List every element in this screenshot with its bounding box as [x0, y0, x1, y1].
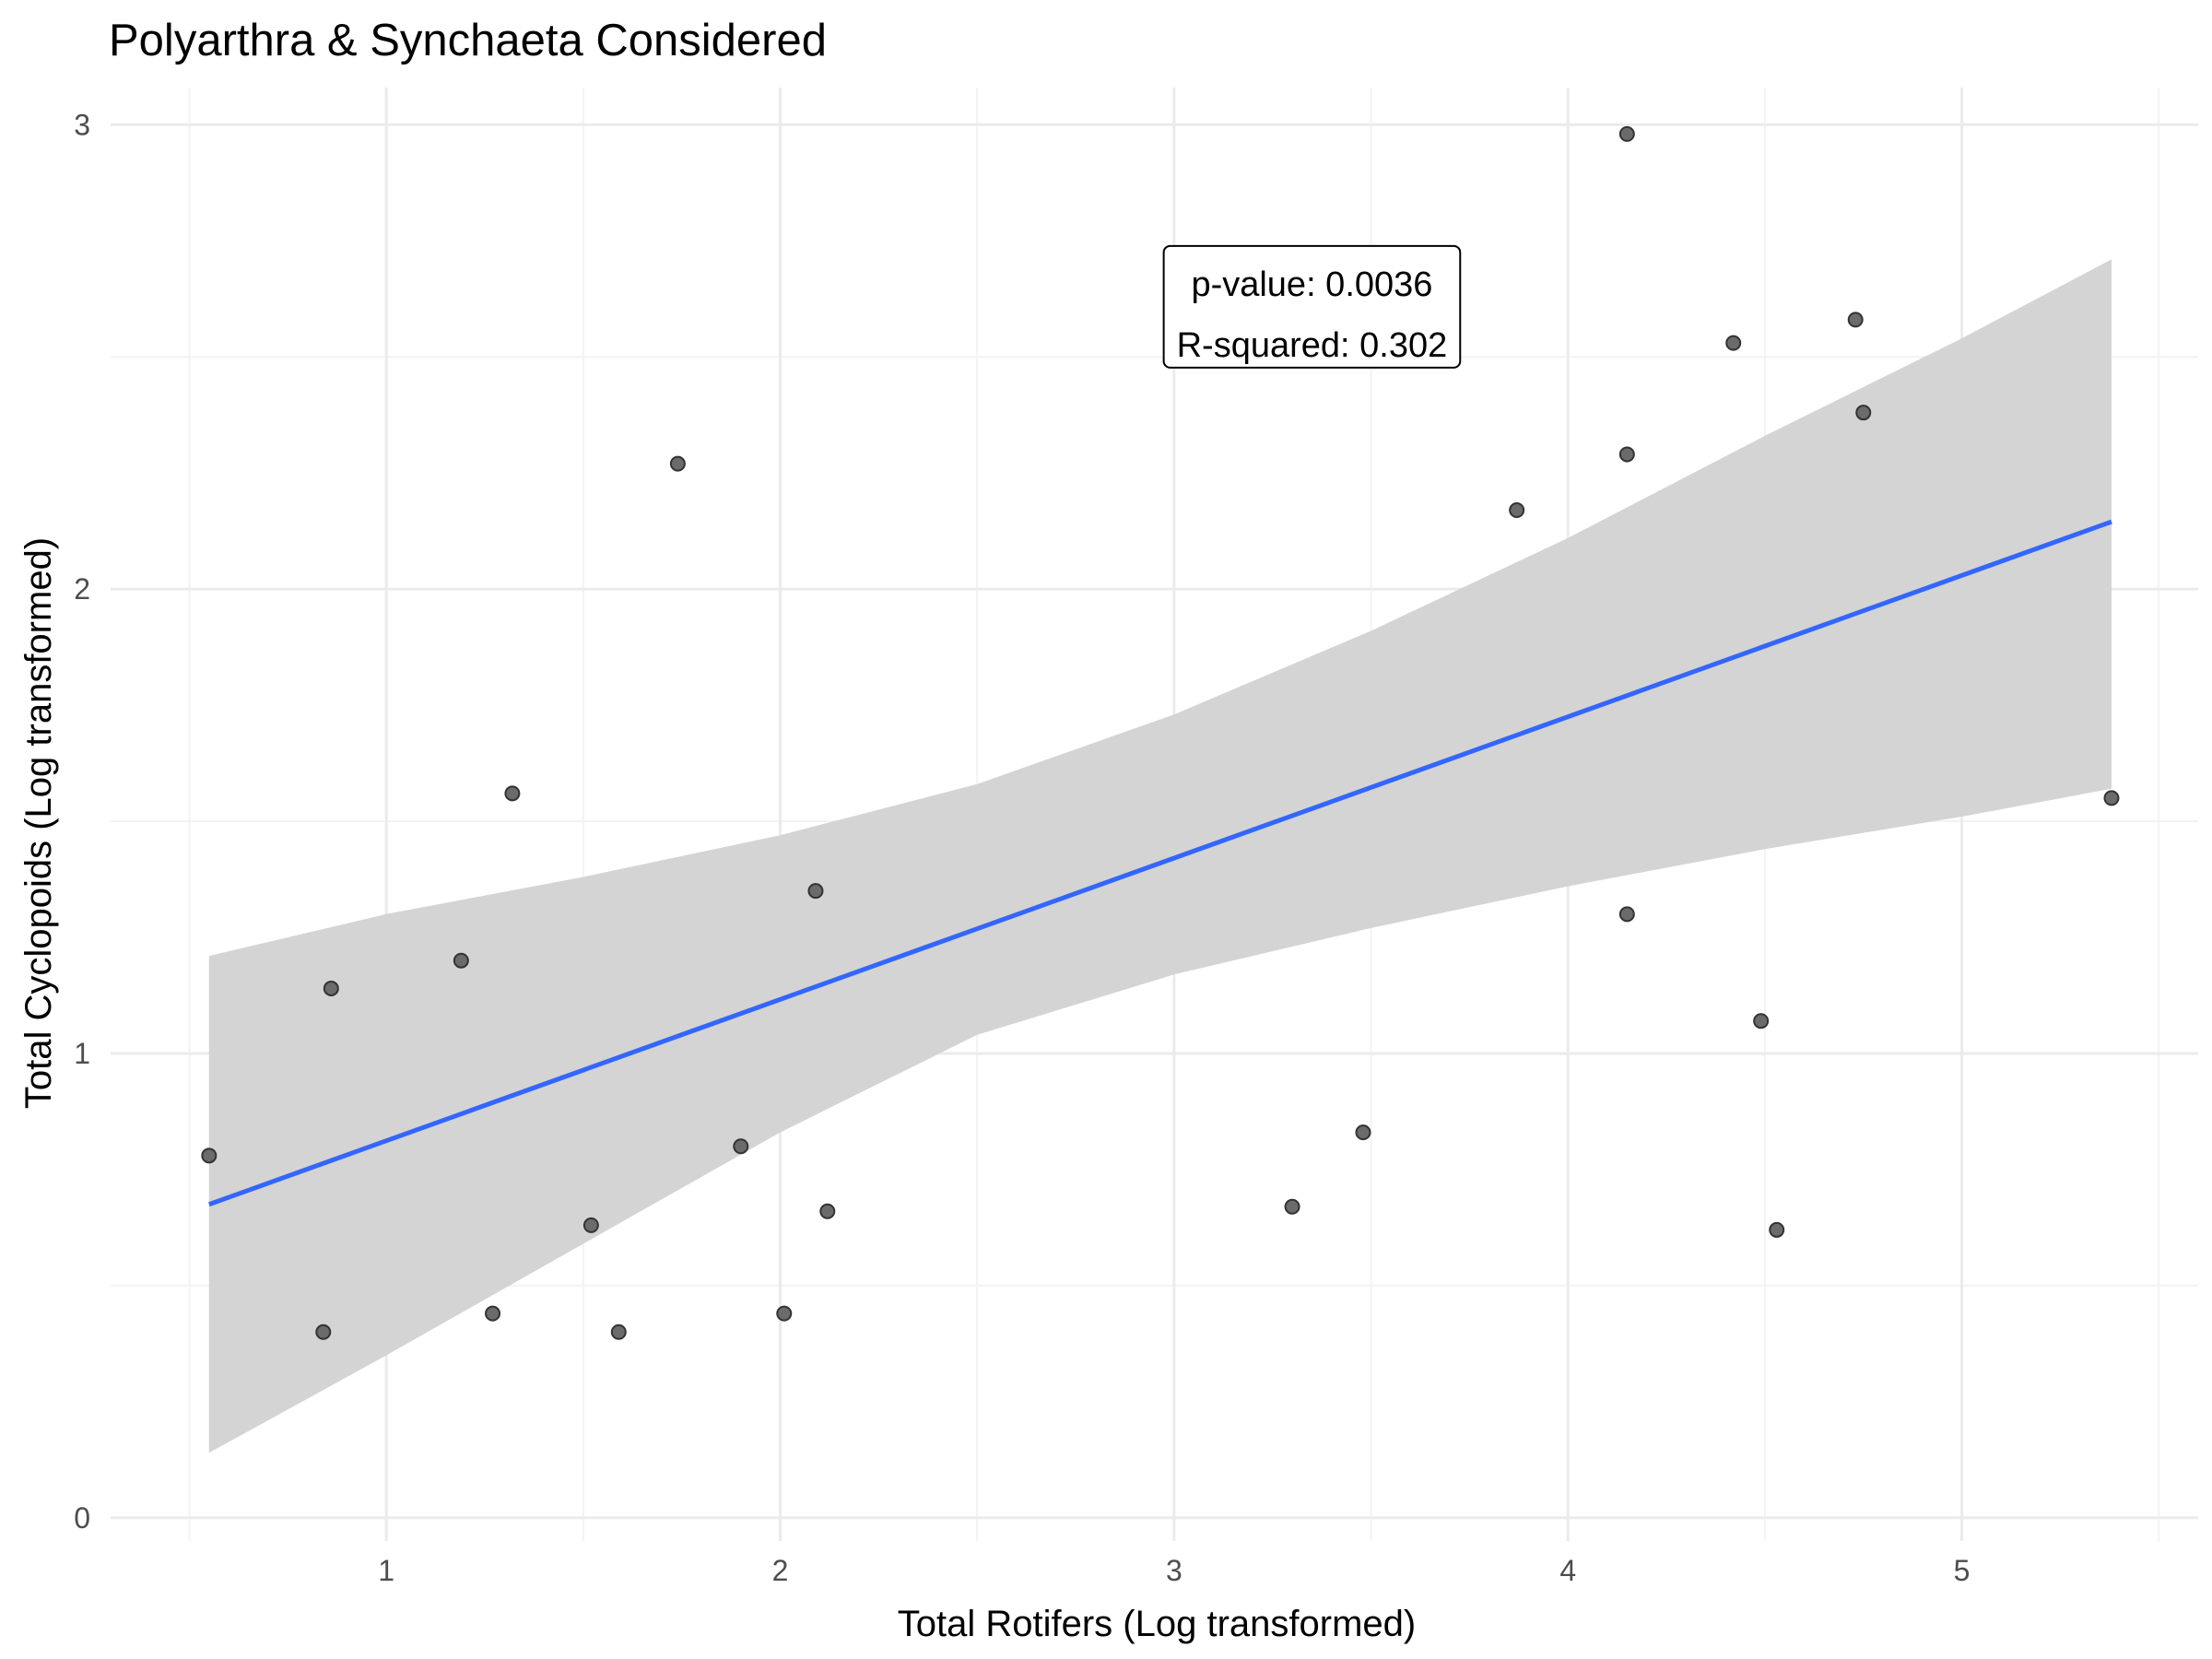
- data-point: [201, 1147, 218, 1164]
- data-point: [1769, 1221, 1785, 1238]
- r-squared-label: R-squared: 0.302: [1177, 326, 1448, 365]
- x-axis-title: Total Rotifers (Log transformed): [898, 1604, 1416, 1644]
- data-point: [819, 1203, 836, 1219]
- y-tick-label: 2: [74, 572, 90, 606]
- data-point: [1847, 312, 1864, 328]
- confidence-band: [208, 259, 2112, 1453]
- x-tick-label: 2: [772, 1554, 789, 1587]
- data-point: [485, 1305, 501, 1322]
- data-point: [610, 1324, 627, 1340]
- regression-line: [207, 519, 2112, 1207]
- data-point: [1855, 405, 1872, 421]
- x-tick-labels: 1 2 3 4 5: [378, 1554, 1970, 1587]
- data-point: [1618, 125, 1635, 142]
- y-tick-label: 0: [74, 1501, 90, 1535]
- data-point: [733, 1138, 749, 1155]
- data-point: [1284, 1198, 1300, 1215]
- data-point: [2103, 790, 2120, 806]
- data-point: [1753, 1013, 1770, 1030]
- chart-title: Polyarthra & Synchaeta Considered: [109, 16, 827, 65]
- y-axis-title: Total Cyclopoids (Log transformed): [18, 537, 59, 1109]
- data-point: [1618, 446, 1635, 463]
- x-tick-label: 1: [378, 1554, 394, 1587]
- data-point: [807, 883, 824, 900]
- data-point: [1618, 906, 1635, 923]
- x-tick-label: 3: [1166, 1554, 1182, 1587]
- stats-annotation-box: [1162, 244, 1462, 369]
- data-point: [453, 952, 469, 969]
- data-point: [323, 980, 339, 996]
- data-point: [776, 1305, 793, 1322]
- y-tick-labels: 0 1 2 3: [74, 108, 90, 1535]
- data-point: [315, 1324, 332, 1340]
- data-point: [504, 785, 521, 802]
- data-point: [582, 1217, 599, 1233]
- p-value-label: p-value: 0.0036: [1191, 265, 1432, 304]
- data-point: [669, 455, 686, 472]
- data-point: [1509, 501, 1525, 518]
- x-tick-label: 5: [1954, 1554, 1971, 1587]
- data-points: [201, 125, 2120, 1340]
- y-tick-label: 1: [74, 1037, 90, 1070]
- data-point: [1725, 335, 1742, 351]
- data-point: [1355, 1124, 1371, 1141]
- stats-annotation: p-value: 0.0036 R-squared: 0.302: [1162, 244, 1462, 369]
- x-tick-label: 4: [1559, 1554, 1576, 1587]
- y-tick-label: 3: [74, 108, 90, 141]
